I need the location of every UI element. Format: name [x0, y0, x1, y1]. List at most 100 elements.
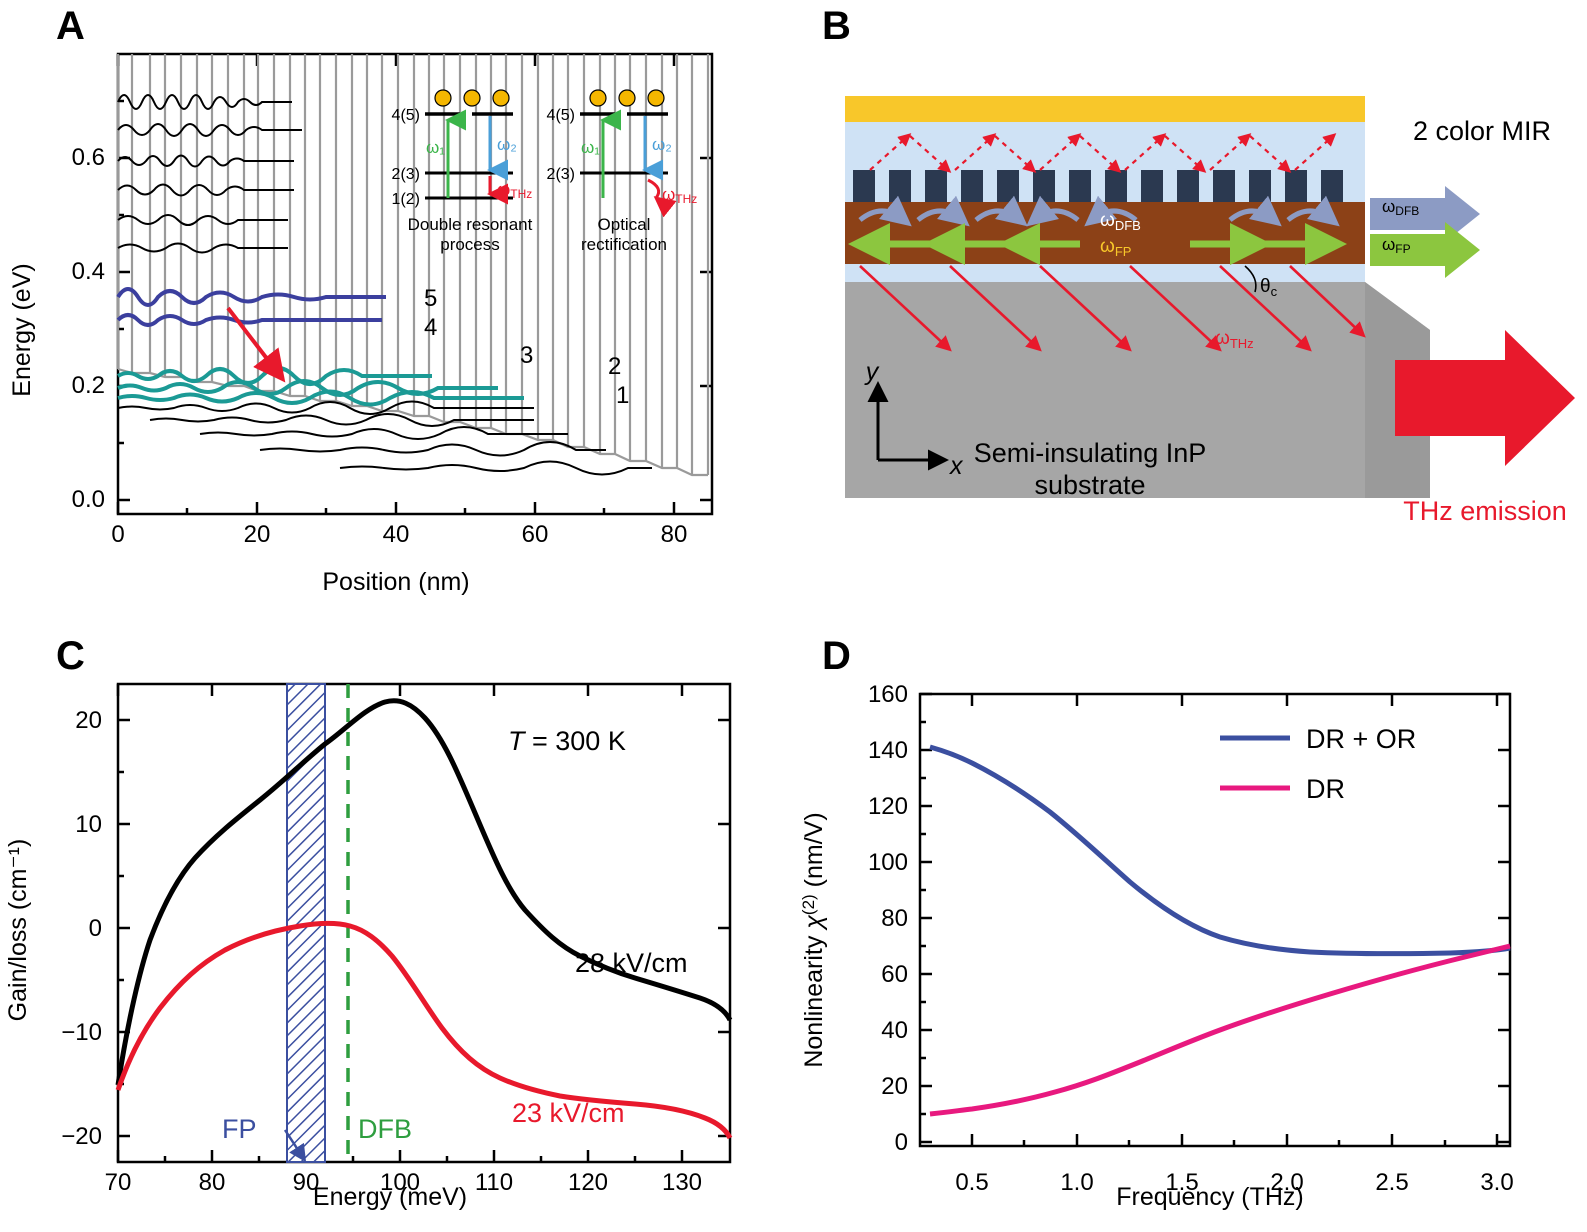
panel-d-xtick-2.5: 2.5 [1375, 1169, 1408, 1196]
panel-c-label-28: 28 kV/cm [575, 948, 688, 978]
inset-left-title2: process [440, 235, 500, 254]
wavefunctions-black-upper [117, 94, 302, 254]
inset-left-level-bot: 1(2) [392, 191, 420, 208]
inset-right-omega-thz: ωTHz [662, 185, 697, 206]
thz-emission-arrow [1395, 330, 1575, 466]
panel-d-ytick-60: 60 [881, 961, 908, 988]
thz-rays [859, 265, 1366, 352]
panel-a-xtick-80: 80 [661, 521, 688, 548]
panel-a-letter: A [56, 4, 85, 48]
panel-d-ylabel: Nonlinearity χ(2) (nm/V) [799, 812, 828, 1067]
panel-b-letter: B [822, 4, 851, 48]
wavefunction-state-4 [116, 313, 382, 327]
substrate-label-line2: substrate [1034, 470, 1145, 500]
transition-arrow [226, 306, 286, 383]
panel-d-xlabel: Frequency (THz) [1116, 1183, 1304, 1211]
inset-right-level-top: 4(5) [547, 107, 575, 124]
panel-a-xlabel: Position (nm) [322, 568, 469, 596]
inset-left-omega2: ω₂ [497, 135, 517, 154]
fp-pointer [283, 1129, 307, 1163]
panel-c-xtick-90: 90 [293, 1169, 320, 1196]
panel-c-temperature-label: T = 300 K [508, 726, 626, 756]
panel-d-letter: D [822, 634, 851, 678]
panel-d-xtick-3.0: 3.0 [1480, 1169, 1513, 1196]
inset-left-level-mid: 2(3) [392, 166, 420, 183]
panel-a-ylabel: Energy (eV) [8, 263, 36, 396]
panel-d-xtick-2.0: 2.0 [1270, 1169, 1303, 1196]
panel-d-ytick-80: 80 [881, 905, 908, 932]
axis-x-label: x [949, 452, 964, 480]
inset-double-resonant: 4(5) 2(3) 1(2) ω₁ ω₂ ωTHz Double resonan… [392, 89, 533, 254]
panel-c-ytick-0: 0 [89, 915, 102, 942]
panel-a-xtick-40: 40 [383, 521, 410, 548]
panel-d-figure: Nonlinearity χ(2) (nm/V) Frequency (THz)… [790, 660, 1587, 1232]
panel-a-state-label-5: 5 [424, 285, 437, 312]
curve-dr [929, 943, 1511, 1117]
panel-a-state-label-2: 2 [608, 353, 621, 380]
wavefunction-state-1 [117, 389, 524, 407]
panel-c-label-fp: FP [222, 1114, 257, 1144]
curve-23kvcm [115, 920, 733, 1140]
panel-c-ylabel: Gain/loss (cm⁻¹) [4, 839, 32, 1022]
panel-d-xtick-1.0: 1.0 [1060, 1169, 1093, 1196]
panel-b-figure: 2 color MIR THz emission Semi-insulating… [790, 30, 1587, 630]
panel-c-svg: Gain/loss (cm⁻¹) Energy (meV) 20 10 0 −1… [4, 682, 733, 1211]
inset-left-omega-thz: ωTHz [497, 180, 532, 201]
inset-right-title2: rectification [581, 235, 667, 254]
inset-left-level-top: 4(5) [392, 107, 420, 124]
substrate-body [845, 282, 1430, 498]
panel-a-ytick-0.4: 0.4 [72, 258, 105, 285]
panel-c-ytick-20: 20 [75, 707, 102, 734]
panel-d-legend: DR + OR DR [1220, 724, 1416, 804]
panel-d-svg: Nonlinearity χ(2) (nm/V) Frequency (THz)… [799, 681, 1514, 1211]
panel-d-ytick-140: 140 [868, 737, 908, 764]
panel-a-ytick-0.2: 0.2 [72, 372, 105, 399]
panel-d-ytick-160: 160 [868, 681, 908, 708]
panel-a-xtick-60: 60 [522, 521, 549, 548]
axis-y-label: y [864, 358, 880, 386]
panel-c-ytick--20: −20 [61, 1123, 102, 1150]
panel-d-ytick-0: 0 [895, 1129, 908, 1156]
curve-dr-or [929, 744, 1511, 957]
mir-fp-exit-arrow [1370, 222, 1480, 278]
curve-28kvcm [115, 698, 733, 1086]
thz-emission-label: THz emission [1403, 496, 1567, 526]
dfb-grating [853, 170, 1343, 202]
panel-c-ytick-10: 10 [75, 811, 102, 838]
panel-a-state-label-4: 4 [424, 314, 437, 341]
substrate-label-line1: Semi-insulating InP [974, 438, 1207, 468]
panel-c-xtick-130: 130 [662, 1169, 702, 1196]
panel-d-ytick-40: 40 [881, 1017, 908, 1044]
panel-c-label-dfb: DFB [358, 1114, 412, 1144]
inset-left-title1: Double resonant [408, 215, 533, 234]
wavefunction-state-5 [116, 287, 386, 307]
scattered-mir-rays [869, 133, 1337, 173]
legend-label-dr-or: DR + OR [1306, 724, 1416, 754]
panel-c-letter: C [56, 634, 85, 678]
panel-a-ytick-0.6: 0.6 [72, 144, 105, 171]
dfb-mode-arrows [858, 195, 1340, 227]
gold-contact [845, 96, 1365, 122]
legend-label-dr: DR [1306, 774, 1345, 804]
panel-a-figure: Energy (eV) 0.6 0.4 0.2 0.0 0 20 40 60 8… [0, 30, 790, 630]
panel-c-xlabel: Energy (meV) [313, 1183, 467, 1211]
panel-c-xtick-100: 100 [380, 1169, 420, 1196]
panel-c-xtick-80: 80 [199, 1169, 226, 1196]
mir-label: 2 color MIR [1413, 116, 1551, 146]
panel-c-xtick-70: 70 [105, 1169, 132, 1196]
panel-a-xtick-0: 0 [111, 521, 124, 548]
panel-c-figure: Gain/loss (cm⁻¹) Energy (meV) 20 10 0 −1… [0, 660, 790, 1232]
panel-c-label-23: 23 kV/cm [512, 1098, 625, 1128]
panel-b-svg: 2 color MIR THz emission Semi-insulating… [845, 96, 1575, 526]
inset-right-title1: Optical [598, 215, 651, 234]
panel-d-xtick-1.5: 1.5 [1165, 1169, 1198, 1196]
panel-d-ytick-20: 20 [881, 1073, 908, 1100]
panel-d-ytick-100: 100 [868, 849, 908, 876]
panel-d-ytick-120: 120 [868, 793, 908, 820]
inset-optical-rectification: 4(5) 2(3) ω₁ ω₂ ωTHz Optical rectificati… [547, 89, 697, 254]
wavefunction-state-2 [117, 379, 498, 397]
panel-a-ytick-0.0: 0.0 [72, 486, 105, 513]
inset-left-omega1: ω₁ [426, 138, 445, 157]
panel-a-state-label-1: 1 [616, 382, 629, 409]
coordinate-axes [867, 381, 949, 471]
